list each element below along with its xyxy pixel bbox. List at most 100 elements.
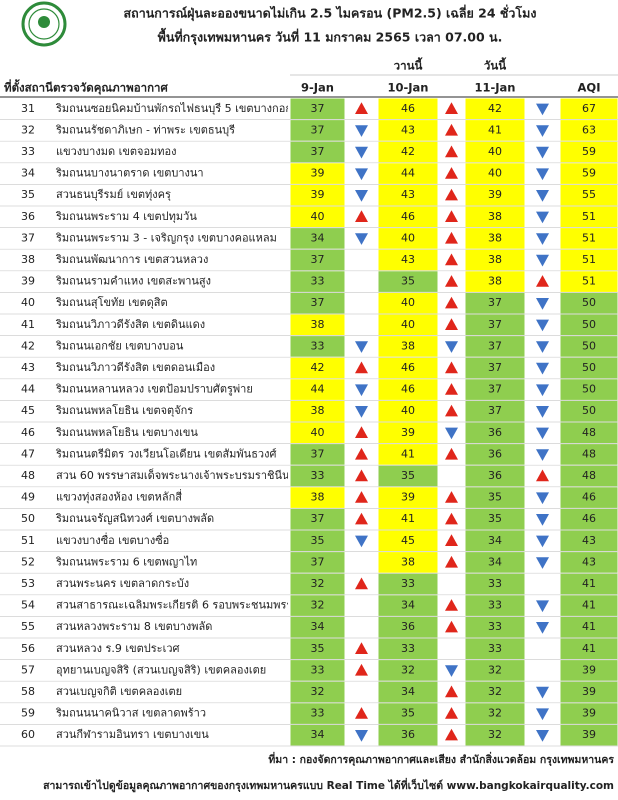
row-number: 44 bbox=[21, 383, 35, 396]
pm-value: 33 bbox=[488, 577, 502, 590]
table-row: 42 ริมถนนเอกชัย เขตบางบอน 33 38 37 50 bbox=[0, 336, 618, 358]
arrow-up bbox=[445, 188, 458, 201]
pm-value: 39 bbox=[401, 491, 415, 504]
cell-fill bbox=[465, 249, 525, 271]
arrow-down bbox=[445, 427, 458, 440]
cell-fill bbox=[560, 552, 618, 573]
pm-value: 59 bbox=[582, 167, 596, 180]
pm-value: 32 bbox=[488, 663, 502, 676]
logo bbox=[21, 1, 67, 47]
arrow-down bbox=[536, 146, 549, 159]
cell-fill bbox=[560, 487, 618, 508]
pm-value: 35 bbox=[488, 512, 502, 525]
cell-fill bbox=[378, 681, 438, 703]
pm-value: 38 bbox=[311, 318, 325, 331]
pm-value: 33 bbox=[488, 620, 502, 633]
arrow-down bbox=[536, 449, 549, 461]
pm-value: 34 bbox=[311, 620, 325, 633]
arrow-up bbox=[445, 318, 458, 330]
station-name: แขวงบางซื่อ เขตบางซื่อ bbox=[56, 532, 169, 547]
yesterday-label: วานนี้ bbox=[394, 57, 423, 73]
arrow-down bbox=[536, 427, 549, 440]
cell-fill bbox=[560, 660, 618, 681]
cell-fill bbox=[290, 249, 345, 271]
table-row: 47 ริมถนนตรีมิตร วงเวียนโอเดียน เขตสัมพัน… bbox=[0, 444, 618, 466]
pm-value: 39 bbox=[311, 188, 325, 201]
cell-fill bbox=[290, 530, 345, 552]
pm-value: 36 bbox=[488, 447, 502, 460]
arrow-up bbox=[445, 728, 458, 741]
arrow-up bbox=[445, 555, 458, 568]
pm-value: 35 bbox=[401, 275, 415, 288]
arrow-up bbox=[355, 577, 368, 590]
table-row: 58 สวนเบญจกิติ เขตคลองเตย 32 34 32 39 bbox=[0, 681, 618, 704]
arrow-down bbox=[536, 125, 549, 137]
pm-value: 41 bbox=[401, 447, 415, 460]
pm-value: 41 bbox=[401, 512, 415, 525]
pm-value: 40 bbox=[401, 318, 415, 331]
row-number: 38 bbox=[21, 253, 35, 266]
pm-value: 51 bbox=[582, 275, 596, 288]
arrow-down bbox=[355, 233, 368, 245]
pm-value: 35 bbox=[401, 469, 415, 482]
pm-value: 37 bbox=[488, 383, 502, 396]
station-name: ริมถนนพระราม 4 เขตปทุมวัน bbox=[55, 210, 197, 223]
pm-value: 37 bbox=[488, 339, 502, 352]
pm-value: 46 bbox=[401, 383, 415, 396]
arrow-up bbox=[445, 599, 458, 611]
arrow-down bbox=[536, 514, 549, 526]
pm-value: 43 bbox=[582, 534, 596, 547]
arrow-up bbox=[355, 642, 368, 654]
cell-fill bbox=[290, 508, 345, 530]
pm-value: 42 bbox=[311, 361, 325, 374]
cell-fill bbox=[290, 638, 345, 660]
cell-fill bbox=[290, 487, 345, 508]
row-number: 50 bbox=[21, 512, 35, 525]
arrow-up bbox=[355, 447, 368, 460]
pm-value: 39 bbox=[582, 663, 596, 676]
pm-value: 40 bbox=[488, 145, 502, 158]
station-name: ริมถนนสุโขทัย เขตดุสิต bbox=[55, 295, 168, 309]
station-name: ริมถนนหลานหลวง เขตป้อมปราบศัตรูพ่าย bbox=[55, 383, 253, 396]
pm-value: 43 bbox=[401, 123, 415, 136]
pm-value: 37 bbox=[311, 447, 325, 460]
cell-fill bbox=[560, 422, 618, 444]
pm-value: 42 bbox=[401, 145, 415, 158]
pm-value: 35 bbox=[311, 534, 325, 547]
pm-value: 37 bbox=[311, 123, 325, 136]
pm-value: 50 bbox=[582, 296, 596, 309]
cell-fill bbox=[290, 616, 345, 638]
cell-fill bbox=[560, 228, 618, 249]
pm-value: 40 bbox=[311, 210, 325, 223]
station-name: ริมถนนตรีมิตร วงเวียนโอเดียน เขตสัมพันธว… bbox=[55, 446, 277, 460]
cell-fill bbox=[290, 595, 345, 616]
pm-value: 32 bbox=[311, 599, 325, 612]
pm-value: 41 bbox=[582, 642, 596, 655]
arrow-up bbox=[445, 296, 458, 309]
cell-fill bbox=[290, 422, 345, 444]
pm-value: 51 bbox=[582, 231, 596, 244]
cell-fill bbox=[290, 206, 345, 228]
cell-fill bbox=[290, 444, 345, 465]
pm-value: 50 bbox=[582, 318, 596, 331]
cell-fill bbox=[560, 724, 618, 746]
pm-value: 51 bbox=[582, 210, 596, 223]
cell-fill bbox=[378, 357, 438, 379]
row-number: 58 bbox=[21, 685, 35, 698]
cell-fill bbox=[378, 206, 438, 228]
cell-fill bbox=[560, 530, 618, 552]
station-name: แขวงบางมด เขตจอมทอง bbox=[56, 145, 177, 158]
cell-fill bbox=[290, 552, 345, 573]
pm-value: 36 bbox=[401, 620, 415, 633]
station-name: ริมถนนบางนาตราด เขตบางนา bbox=[55, 167, 204, 180]
row-number: 42 bbox=[21, 339, 35, 352]
cell-fill bbox=[465, 98, 525, 120]
station-name: ริมถนนรัชดาภิเษก - ท่าพระ เขตธนบุรี bbox=[55, 123, 235, 136]
station-name: สวนพระนคร เขตลาดกระบัง bbox=[56, 577, 189, 590]
table-row: 40 ริมถนนสุโขทัย เขตดุสิต 37 40 37 50 bbox=[0, 292, 618, 315]
pm-value: 48 bbox=[582, 447, 596, 460]
table-row: 33 แขวงบางมด เขตจอมทอง 37 42 40 59 bbox=[0, 141, 618, 164]
cell-fill bbox=[378, 228, 438, 249]
cell-fill bbox=[290, 271, 345, 292]
